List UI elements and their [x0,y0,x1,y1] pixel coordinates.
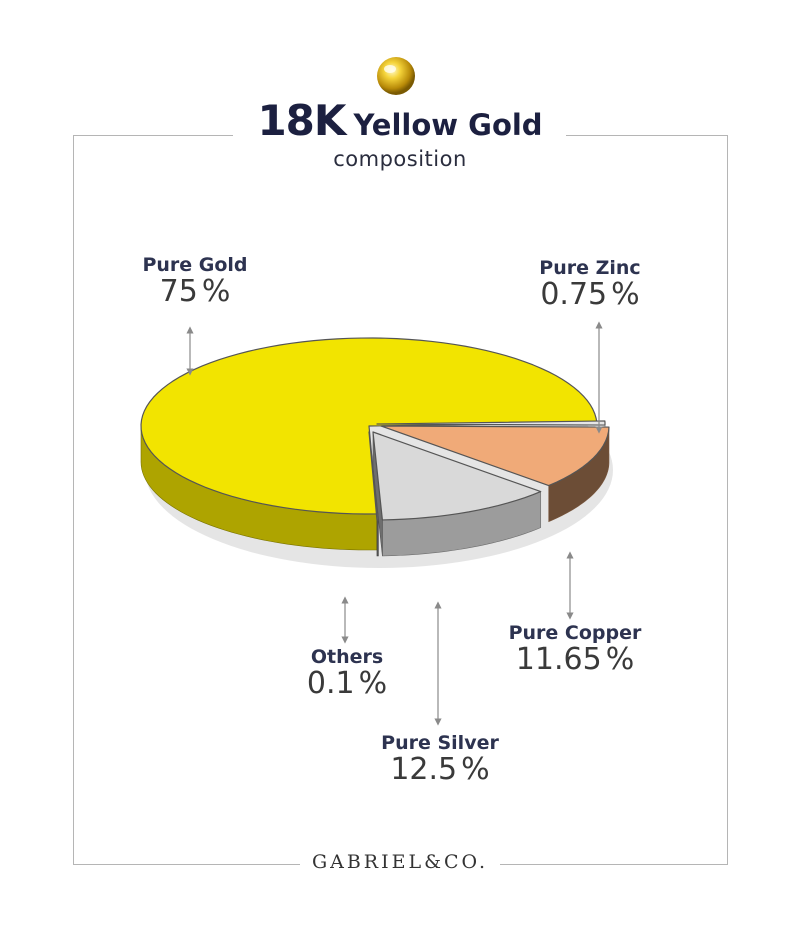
chart-title-karat: 18K [257,96,346,145]
label-pure-zinc-name: Pure Zinc [539,257,641,279]
label-others-unit: % [358,666,388,701]
slice-side-others [376,519,379,557]
label-others: Others 0.1% [282,646,412,700]
slice-pure-zinc [376,420,606,426]
label-pure-copper-name: Pure Copper [508,622,642,644]
label-pure-copper: Pure Copper 11.65% [480,622,670,676]
chart-title-metal: Yellow Gold [353,108,543,142]
frame-top-right [566,135,728,136]
frame-top-left [73,135,233,136]
label-pure-gold-unit: % [201,274,231,309]
title-block: 18K Yellow Gold composition [0,96,800,171]
slice-pure-copper [380,425,610,487]
label-pure-gold: Pure Gold 75% [120,254,270,308]
slice-pure-gold [140,337,598,515]
brand-logo: GABRIEL&CO. [299,851,501,873]
label-pure-zinc-unit: % [611,277,640,312]
label-pure-zinc-value: 0.75 [540,277,608,312]
label-others-value: 0.1 [306,666,355,701]
slice-pure-silver [372,431,542,521]
label-pure-silver-name: Pure Silver [381,732,499,754]
label-pure-copper-value: 11.65 [515,642,602,677]
label-pure-copper-unit: % [605,642,635,677]
title-row: 18K Yellow Gold [241,96,559,145]
label-pure-gold-value: 75 [159,274,198,309]
frame-left [73,135,74,865]
label-pure-silver: Pure Silver 12.5% [355,732,525,786]
slice-others [368,431,379,521]
chart-subtitle: composition [333,147,467,171]
label-pure-zinc: Pure Zinc 0.75% [505,257,675,311]
label-others-name: Others [310,646,384,668]
label-pure-gold-name: Pure Gold [142,254,248,276]
label-pure-silver-value: 12.5 [390,752,458,787]
brand-footer: GABRIEL&CO. [0,851,800,873]
frame-right [727,135,728,865]
label-pure-silver-unit: % [461,752,490,787]
